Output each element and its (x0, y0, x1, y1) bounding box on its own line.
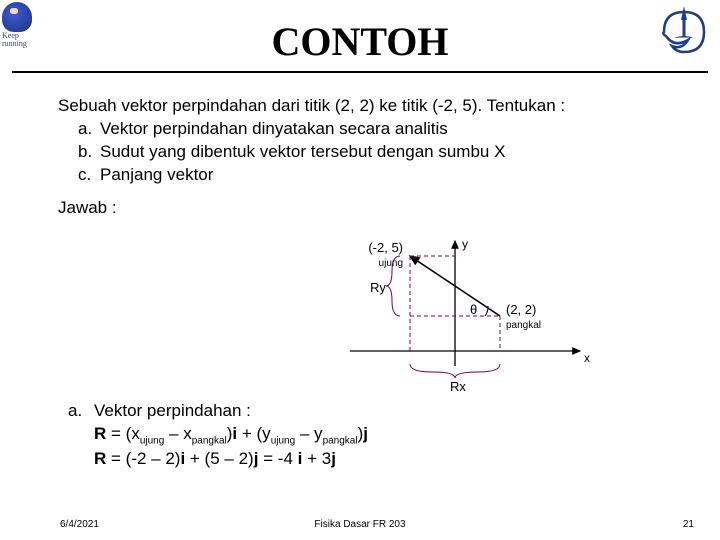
item-text: Sudut yang dibentuk vektor tersebut deng… (100, 141, 505, 164)
item-text: Panjang vektor (100, 164, 213, 187)
keep-running-caption: Keep running (2, 32, 42, 48)
problem-item-c: c. Panjang vektor (78, 164, 680, 187)
answer-line3: R = (-2 – 2)i + (5 – 2)j = -4 i + 3j (68, 448, 368, 471)
problem-item-a: a. Vektor perpindahan dinyatakan secara … (78, 118, 680, 141)
problem-block: Sebuah vektor perpindahan dari titik (2,… (0, 73, 720, 220)
answer-block: a. Vektor perpindahan : R = (xujung – xp… (68, 400, 368, 471)
top-left-logo: Keep running (2, 2, 42, 52)
base-point-label: (2, 2) (506, 302, 536, 317)
axis-x-label: x (584, 351, 590, 365)
item-text: Vektor perpindahan dinyatakan secara ana… (100, 118, 448, 141)
page-title: CONTOH (0, 0, 720, 65)
item-label: a. (78, 118, 100, 141)
item-label: b. (78, 141, 100, 164)
problem-intro: Sebuah vektor perpindahan dari titik (2,… (58, 95, 680, 118)
item-label: c. (78, 164, 100, 187)
footer-page: 21 (683, 519, 694, 530)
answer-label: a. (68, 400, 94, 423)
vector-diagram: y x (-2, 5) ujung (2, 2) pangkal Ry Rx θ (300, 236, 610, 386)
answer-line1: Vektor perpindahan : (94, 400, 251, 423)
ry-label: Ry (370, 280, 386, 295)
footer-center: Fisika Dasar FR 203 (0, 519, 720, 530)
answer-line2: R = (xujung – xpangkal)i + (yujung – ypa… (68, 423, 368, 448)
jawab-label: Jawab : (58, 197, 680, 220)
rx-label: Rx (450, 379, 466, 394)
tip-word: ujung (379, 258, 403, 269)
theta-label: θ (470, 302, 477, 317)
base-word: pangkal (506, 320, 541, 331)
axis-y-label: y (462, 237, 468, 251)
top-right-logo (654, 2, 714, 62)
tip-point-label: (-2, 5) (368, 240, 403, 255)
problem-item-b: b. Sudut yang dibentuk vektor tersebut d… (78, 141, 680, 164)
sonic-icon (2, 2, 32, 32)
